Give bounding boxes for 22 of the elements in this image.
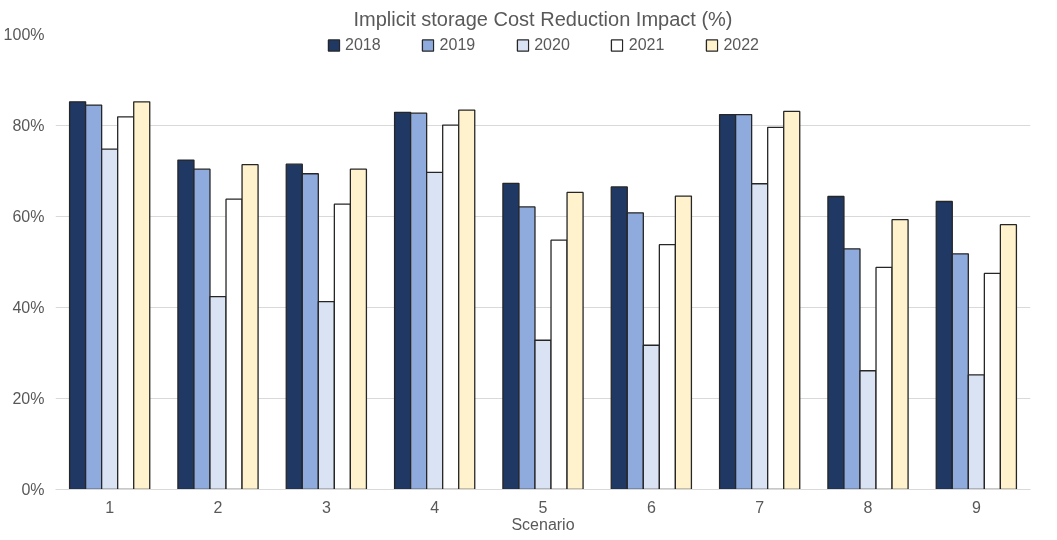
x-tick-label: 3 [321,498,331,516]
legend-label: 2018 [345,36,381,54]
legend-label: 2021 [628,36,665,54]
x-tick-label: 2 [213,498,223,516]
x-tick-label: 6 [646,498,656,516]
y-tick-label: 80% [12,117,45,134]
chart-title: Implicit storage Cost Reduction Impact (%) [353,7,733,30]
x-tick-label: 4 [430,498,440,516]
y-tick-label: 100% [3,26,45,43]
x-tick-label: 7 [755,498,765,516]
y-tick-label: 40% [12,299,45,316]
x-tick-label: 5 [538,498,548,516]
x-tick-label: 9 [971,498,981,516]
legend-label: 2020 [534,36,570,54]
x-tick-label: 1 [105,498,115,516]
x-axis-title: Scenario [511,515,575,533]
y-tick-label: 60% [12,208,45,225]
y-tick-label: 20% [12,390,45,407]
x-tick-label: 8 [863,498,873,516]
legend-label: 2019 [439,36,476,54]
y-tick-label: 0% [21,481,45,498]
legend-label: 2022 [723,36,759,54]
